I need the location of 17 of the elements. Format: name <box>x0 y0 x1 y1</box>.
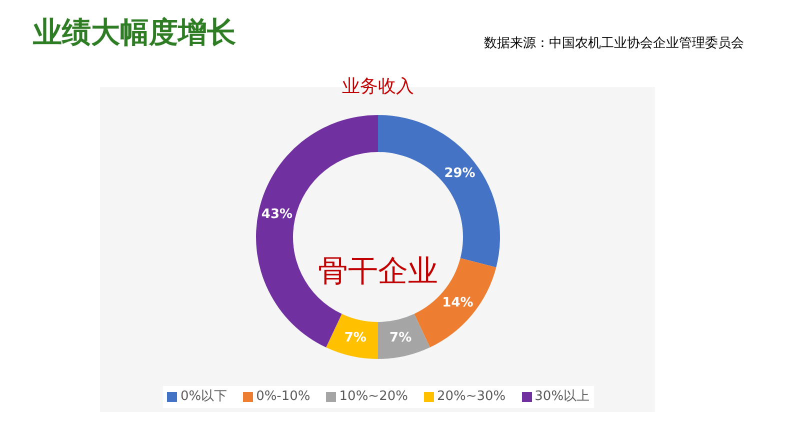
legend-label: 10%~20% <box>339 389 408 405</box>
legend-label: 30%以上 <box>534 389 590 405</box>
legend-label: 20%~30% <box>436 389 506 405</box>
data-label: 7% <box>390 330 412 346</box>
data-label: 7% <box>344 330 366 346</box>
donut-slice <box>326 314 378 359</box>
source-note: 数据来源：中国农机工业协会企业管理委员会 <box>484 35 744 53</box>
donut-slice <box>256 115 378 348</box>
donut-slice <box>378 314 430 359</box>
data-label: 14% <box>442 295 474 310</box>
chart-subtitle: 业务收入 <box>341 76 415 98</box>
legend-label: 0%-10% <box>256 389 310 405</box>
legend-label: 0%以下 <box>180 389 228 405</box>
data-label: 43% <box>261 206 293 222</box>
text: 骨干企业 <box>317 254 439 290</box>
chart-title: 业绩大幅度增长 <box>33 14 236 50</box>
data-label: 29% <box>444 166 476 182</box>
